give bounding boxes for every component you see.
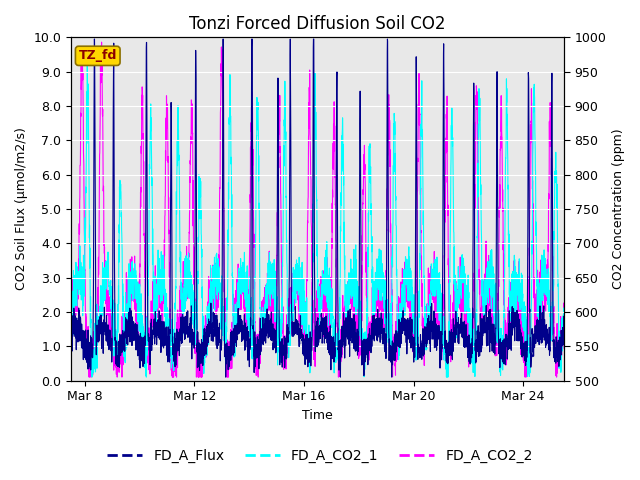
Y-axis label: CO2 Concentration (ppm): CO2 Concentration (ppm) (612, 129, 625, 289)
Legend: FD_A_Flux, FD_A_CO2_1, FD_A_CO2_2: FD_A_Flux, FD_A_CO2_1, FD_A_CO2_2 (102, 443, 538, 468)
Y-axis label: CO2 Soil Flux (μmol/m2/s): CO2 Soil Flux (μmol/m2/s) (15, 128, 28, 290)
Text: TZ_fd: TZ_fd (79, 49, 117, 62)
X-axis label: Time: Time (302, 409, 333, 422)
Title: Tonzi Forced Diffusion Soil CO2: Tonzi Forced Diffusion Soil CO2 (189, 15, 446, 33)
